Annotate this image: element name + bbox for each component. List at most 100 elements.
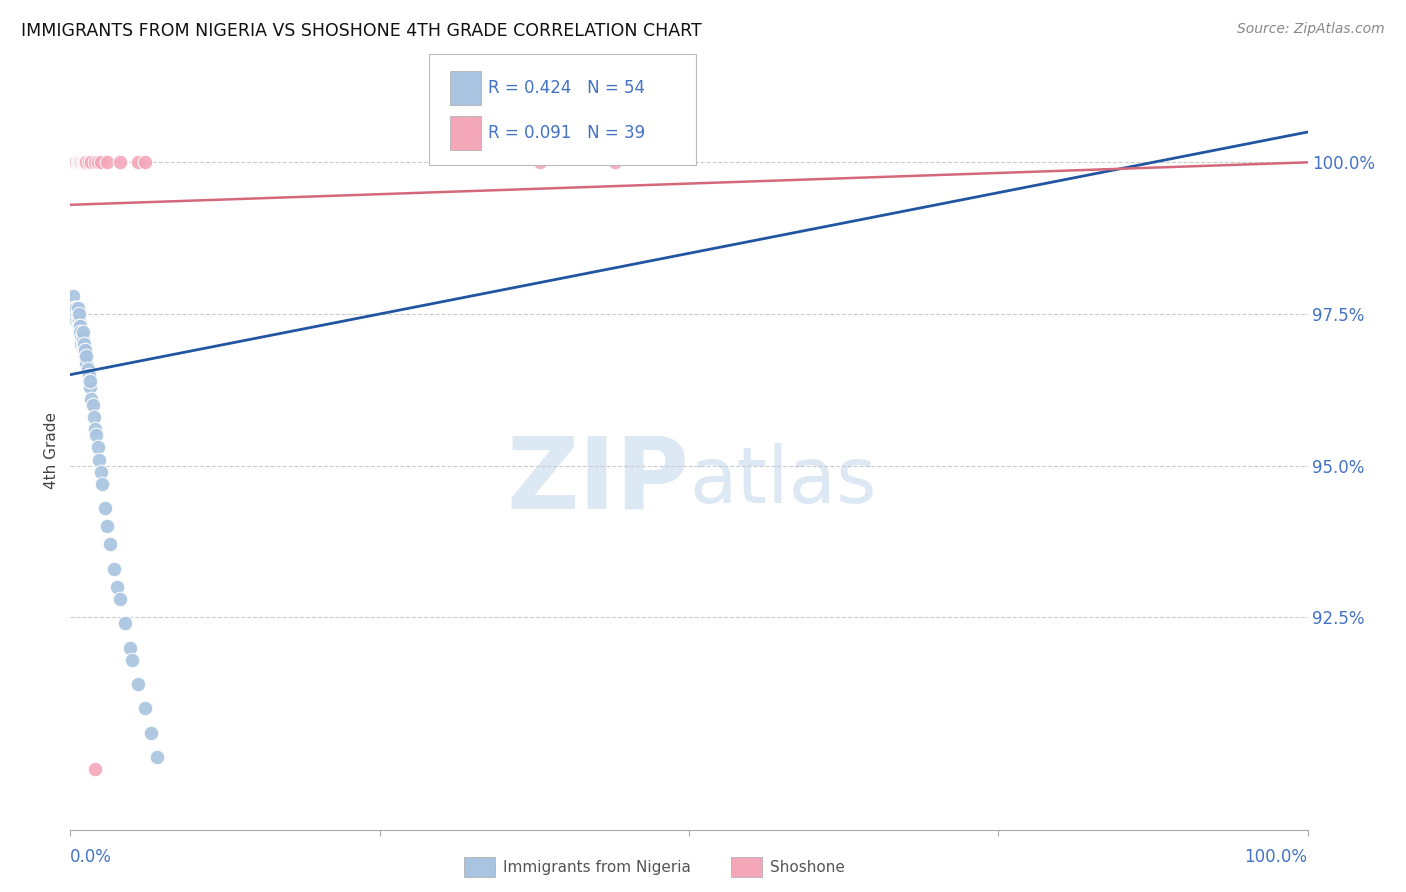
- Y-axis label: 4th Grade: 4th Grade: [44, 412, 59, 489]
- Point: [65, 307, 87, 321]
- Point: [65, 307, 87, 321]
- Point: [72, 325, 94, 339]
- Point: [65, 155, 87, 169]
- Text: Shoshone: Shoshone: [770, 860, 845, 874]
- Point: [65, 155, 87, 169]
- Text: atlas: atlas: [689, 442, 876, 519]
- Point: [70, 337, 93, 351]
- Point: [80, 155, 103, 169]
- Point: [65, 155, 87, 169]
- Point: [75, 343, 97, 358]
- Point: [67, 155, 90, 169]
- Point: [77, 368, 100, 382]
- Point: [86, 441, 108, 455]
- Point: [108, 155, 131, 169]
- Point: [76, 361, 98, 376]
- Point: [72, 155, 94, 169]
- Point: [529, 155, 551, 169]
- Point: [75, 350, 97, 364]
- Point: [146, 749, 169, 764]
- Point: [66, 307, 89, 321]
- Point: [73, 343, 96, 358]
- Point: [72, 155, 94, 169]
- Point: [77, 374, 100, 388]
- Point: [70, 331, 93, 345]
- Point: [121, 653, 143, 667]
- Point: [90, 465, 112, 479]
- Text: 100.0%: 100.0%: [1244, 847, 1308, 866]
- Point: [65, 155, 87, 169]
- Point: [86, 155, 108, 169]
- Point: [62, 155, 84, 169]
- Text: R = 0.091   N = 39: R = 0.091 N = 39: [488, 124, 645, 142]
- Point: [67, 307, 90, 321]
- Point: [84, 155, 107, 169]
- Point: [67, 155, 90, 169]
- Point: [96, 519, 118, 533]
- Point: [603, 155, 626, 169]
- Point: [84, 422, 107, 436]
- Point: [90, 155, 112, 169]
- Text: ZIP: ZIP: [506, 433, 689, 529]
- Point: [69, 325, 91, 339]
- Point: [139, 725, 162, 739]
- Point: [72, 337, 94, 351]
- Text: Immigrants from Nigeria: Immigrants from Nigeria: [503, 860, 692, 874]
- Point: [75, 350, 97, 364]
- Point: [73, 155, 96, 169]
- Point: [62, 289, 84, 303]
- Point: [70, 155, 93, 169]
- Point: [67, 319, 90, 334]
- Point: [66, 155, 89, 169]
- Point: [62, 155, 84, 169]
- Point: [82, 398, 104, 412]
- Point: [65, 155, 87, 169]
- Point: [94, 501, 117, 516]
- Point: [79, 380, 101, 394]
- Point: [96, 155, 118, 169]
- Point: [63, 301, 86, 315]
- Point: [60, 155, 83, 169]
- Point: [77, 155, 100, 169]
- Point: [75, 155, 97, 169]
- Point: [87, 452, 110, 467]
- Point: [63, 155, 86, 169]
- Text: Source: ZipAtlas.com: Source: ZipAtlas.com: [1237, 22, 1385, 37]
- Point: [127, 155, 149, 169]
- Point: [62, 155, 84, 169]
- Point: [60, 155, 83, 169]
- Point: [65, 155, 87, 169]
- Point: [127, 677, 149, 691]
- Point: [65, 313, 87, 327]
- Point: [134, 155, 156, 169]
- Point: [79, 374, 101, 388]
- Point: [83, 410, 105, 425]
- Point: [84, 428, 107, 442]
- Point: [75, 355, 97, 369]
- Point: [66, 313, 89, 327]
- Point: [114, 616, 136, 631]
- Point: [70, 155, 93, 169]
- Point: [65, 301, 87, 315]
- Point: [75, 155, 97, 169]
- Point: [105, 580, 128, 594]
- Point: [66, 155, 89, 169]
- Text: 0.0%: 0.0%: [70, 847, 112, 866]
- Point: [63, 307, 86, 321]
- Point: [63, 155, 86, 169]
- Point: [65, 301, 87, 315]
- Point: [108, 592, 131, 607]
- Point: [66, 301, 89, 315]
- Point: [98, 537, 121, 551]
- Point: [134, 701, 156, 715]
- Point: [103, 562, 125, 576]
- Point: [118, 640, 141, 655]
- Text: IMMIGRANTS FROM NIGERIA VS SHOSHONE 4TH GRADE CORRELATION CHART: IMMIGRANTS FROM NIGERIA VS SHOSHONE 4TH …: [21, 22, 702, 40]
- Point: [69, 319, 91, 334]
- Point: [84, 762, 107, 776]
- Point: [80, 392, 103, 406]
- Point: [63, 155, 86, 169]
- Point: [73, 337, 96, 351]
- Point: [91, 476, 114, 491]
- Text: R = 0.424   N = 54: R = 0.424 N = 54: [488, 79, 645, 97]
